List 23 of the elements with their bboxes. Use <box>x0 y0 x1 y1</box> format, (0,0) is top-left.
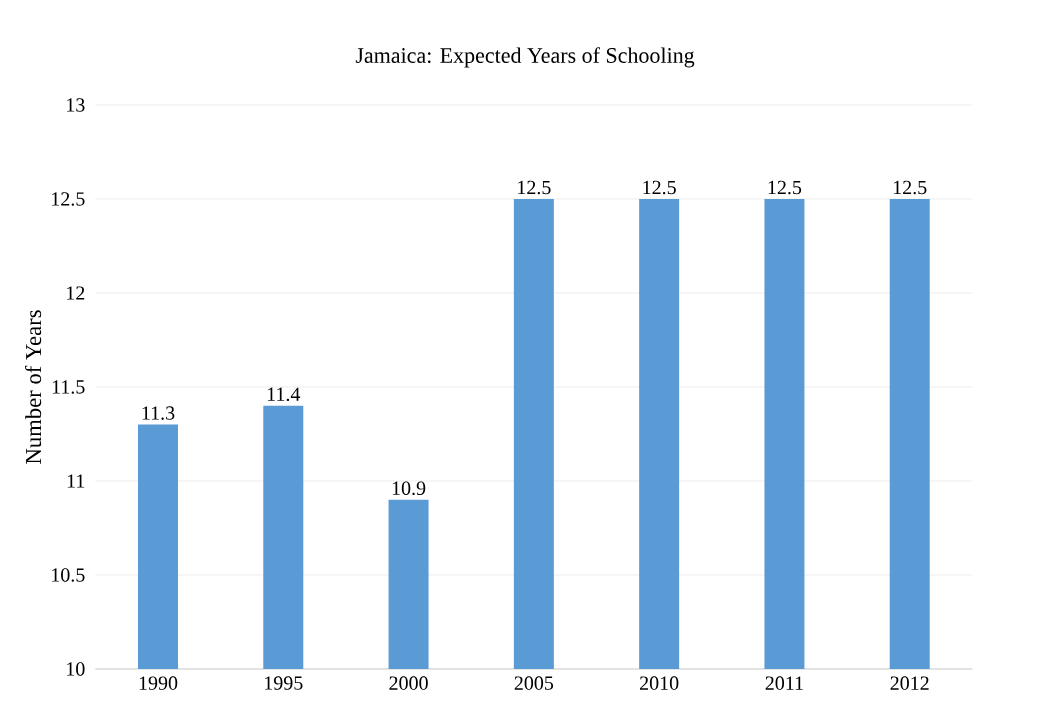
x-tick-label: 2005 <box>514 676 554 690</box>
y-tick-label: 11.5 <box>52 380 85 394</box>
data-label: 12.5 <box>518 180 551 195</box>
x-tick-label: 1995 <box>265 676 303 690</box>
data-label: 11.4 <box>267 387 301 402</box>
y-tick-label: 10 <box>67 662 85 676</box>
data-label: 12.5 <box>768 180 802 195</box>
x-tick-label: 1990 <box>139 676 178 690</box>
x-tick-label: 2010 <box>640 676 679 690</box>
y-tick-label: 11 <box>67 474 85 488</box>
chart-title: Jamaica: Expected Years of Schooling <box>355 47 695 68</box>
y-axis-title: Number of Years <box>24 310 42 464</box>
data-label: 12.5 <box>893 180 927 195</box>
x-tick-label: 2011 <box>765 676 803 690</box>
x-tick-label: 2012 <box>890 676 929 690</box>
y-tick-label: 13 <box>67 98 85 112</box>
x-tick-label: 2000 <box>389 676 428 690</box>
data-label: 12.5 <box>643 180 676 195</box>
y-tick-label: 10.5 <box>52 568 85 582</box>
y-tick-label: 12.5 <box>52 192 85 206</box>
data-label: 11.3 <box>142 406 175 420</box>
y-tick-label: 12 <box>67 286 85 300</box>
data-label: 10.9 <box>392 481 426 496</box>
